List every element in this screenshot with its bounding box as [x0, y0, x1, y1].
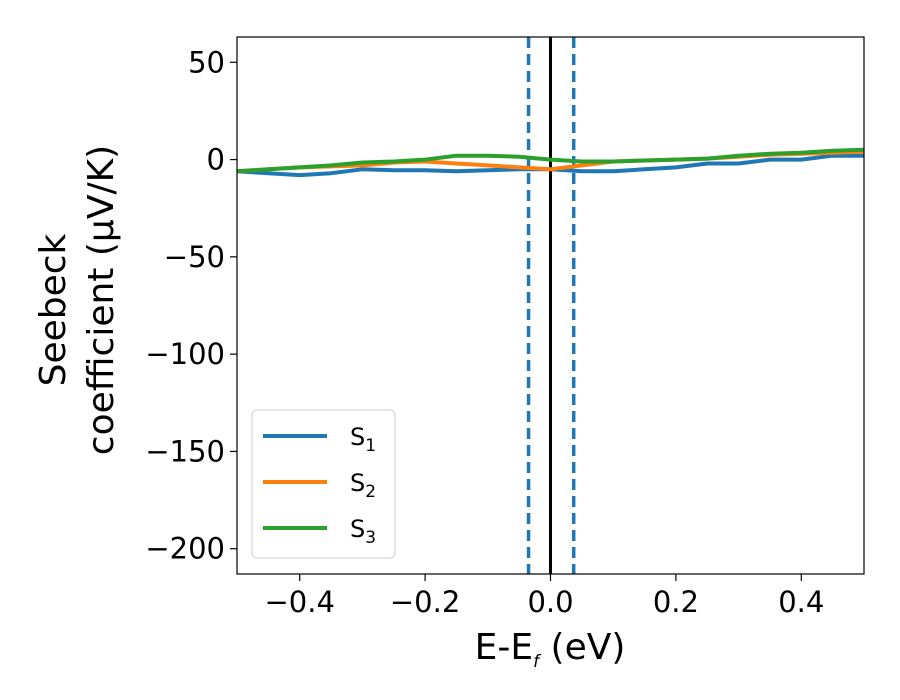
legend-label-main: S	[350, 423, 365, 451]
legend-label-main: S	[350, 515, 365, 543]
y-tick-label: 50	[188, 45, 225, 79]
y-tick-label: −150	[145, 434, 225, 468]
y-axis-title-line2: coefficient (μV/K)	[81, 145, 122, 455]
y-tick-label: −200	[145, 532, 225, 566]
reference-lines	[526, 37, 576, 574]
legend-label-main: S	[350, 469, 365, 497]
legend-label-sub: 3	[365, 528, 376, 548]
x-tick-label: 0.4	[778, 585, 824, 619]
x-axis-title-main: E-E	[475, 627, 533, 668]
y-tick-label: −100	[145, 337, 225, 371]
legend-label-sub: 2	[365, 482, 376, 502]
legend-label-2: S2	[350, 469, 376, 502]
x-tick-label: −0.2	[390, 585, 460, 619]
y-axis-title-line1: Seebeck	[33, 233, 74, 386]
legend-label-3: S3	[350, 515, 376, 548]
x-tick-label: −0.4	[264, 585, 334, 619]
x-axis-title-sub: f	[533, 652, 542, 672]
y-tick-label: 0	[207, 143, 225, 177]
legend-label-sub: 1	[365, 436, 376, 456]
x-axis-title: E-Ef (eV)	[475, 627, 626, 672]
legend-label-1: S1	[350, 423, 376, 456]
series-lines	[237, 147, 864, 178]
x-tick-label: 0.0	[527, 585, 573, 619]
y-tick-label: −50	[164, 240, 225, 274]
x-tick-label: 0.2	[653, 585, 699, 619]
x-axis-title-unit: (eV)	[539, 627, 625, 668]
series-line-3	[237, 147, 864, 174]
y-axis: 50 0 −50 −100 −150 −200	[145, 45, 237, 566]
x-axis: −0.4 −0.2 0.0 0.2 0.4	[264, 574, 824, 619]
